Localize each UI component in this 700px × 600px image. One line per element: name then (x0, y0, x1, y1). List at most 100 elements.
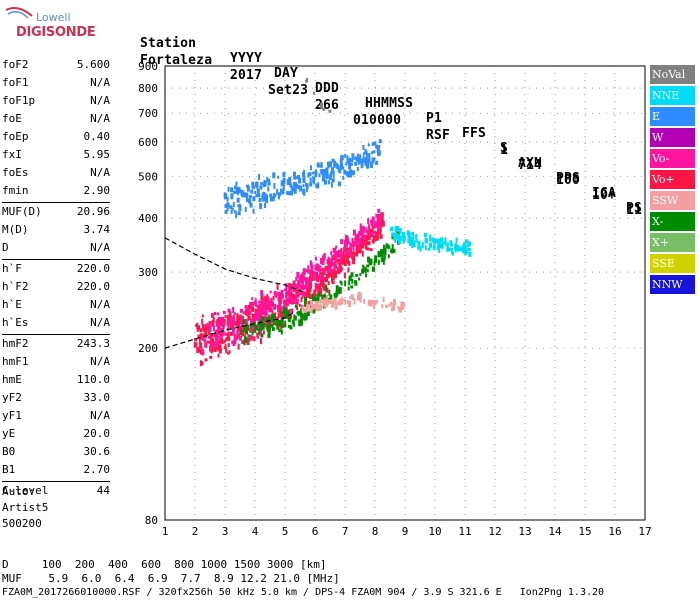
echo-point (463, 244, 466, 250)
echo-point (264, 194, 267, 201)
echo-point (302, 291, 306, 297)
echo-point (282, 305, 285, 309)
echo-point (249, 302, 252, 307)
echo-point (293, 187, 297, 194)
header-label: YYYY (230, 51, 263, 66)
param-value: 220.0 (76, 262, 110, 275)
param-label: B0 (2, 445, 16, 458)
param-label: yE (2, 427, 16, 440)
echo-point (221, 316, 225, 323)
echo-point (383, 254, 386, 260)
echo-point (226, 196, 229, 202)
y-tick-label: 800 (138, 82, 158, 95)
echo-point (325, 273, 329, 278)
echo-point (332, 174, 335, 178)
echo-point (236, 314, 240, 321)
echo-point (300, 297, 303, 303)
echo-point (309, 274, 313, 278)
echo-point (251, 297, 254, 301)
echo-point (323, 297, 326, 302)
echo-point (291, 187, 295, 192)
echo-point (261, 193, 264, 197)
echo-point (379, 214, 382, 221)
echo-point (365, 150, 368, 156)
echo-point (372, 226, 375, 230)
echo-point (314, 271, 317, 277)
echo-point (360, 162, 363, 169)
echo-point (295, 292, 298, 299)
echo-point (321, 177, 325, 182)
echo-point (345, 161, 348, 166)
echo-point (266, 293, 269, 300)
echo-point (287, 324, 291, 328)
echo-point (333, 272, 337, 279)
echo-point (322, 254, 325, 259)
echo-point (207, 335, 211, 339)
param-value: 30.6 (83, 445, 111, 458)
echo-point (400, 301, 404, 307)
echo-point (442, 241, 446, 245)
x-tick-label: 14 (548, 525, 562, 538)
echo-point (309, 182, 313, 187)
echo-point (281, 313, 285, 318)
echo-point (328, 259, 331, 264)
echo-point (291, 294, 295, 298)
echo-point (274, 293, 277, 297)
echo-point (254, 298, 257, 305)
echo-point (342, 257, 346, 262)
echo-point (282, 179, 285, 186)
y-tick-label: 900 (138, 60, 158, 73)
echo-point (403, 236, 406, 242)
echo-point (354, 234, 358, 240)
param-row: h`E N/A (2, 296, 110, 314)
echo-point (247, 334, 250, 338)
echo-point (305, 269, 309, 273)
echo-point (446, 246, 450, 252)
echo-point (322, 107, 326, 111)
echo-point (362, 266, 365, 273)
echo-point (217, 316, 220, 320)
echo-point (230, 315, 233, 322)
echo-point (369, 299, 373, 306)
echo-point (276, 284, 279, 291)
echo-point (289, 183, 293, 188)
echo-point (224, 203, 227, 208)
echo-point (270, 320, 273, 324)
header-value: 010000 (353, 113, 402, 128)
echo-point (223, 346, 227, 350)
param-value: N/A (90, 355, 110, 368)
echo-point (368, 225, 371, 232)
echo-point (264, 203, 267, 209)
echo-point (330, 171, 333, 175)
echo-point (281, 310, 285, 315)
param-label: fmin (2, 184, 29, 197)
echo-point (389, 302, 392, 307)
echo-point (230, 187, 234, 193)
echo-point (254, 328, 257, 334)
echo-point (333, 248, 337, 253)
echo-point (378, 215, 381, 222)
echo-point (232, 306, 235, 313)
echo-point (331, 276, 334, 283)
param-value: N/A (90, 409, 110, 422)
echo-point (389, 227, 393, 232)
echo-point (395, 234, 398, 240)
echo-point (433, 238, 437, 245)
param-label: C-level (2, 484, 49, 497)
echo-point (305, 285, 308, 291)
echo-point (331, 270, 334, 274)
echo-point (280, 329, 283, 335)
echo-point (298, 177, 302, 184)
echo-point (247, 314, 250, 321)
echo-point (253, 336, 256, 342)
echo-point (318, 173, 321, 178)
echo-point (222, 340, 225, 344)
echo-point (339, 280, 342, 284)
echo-point (340, 296, 343, 302)
echo-point (218, 335, 221, 342)
echo-point (338, 286, 342, 293)
echo-point (396, 232, 399, 236)
echo-point (248, 310, 251, 316)
echo-point (352, 254, 355, 258)
echo-point (325, 284, 328, 291)
